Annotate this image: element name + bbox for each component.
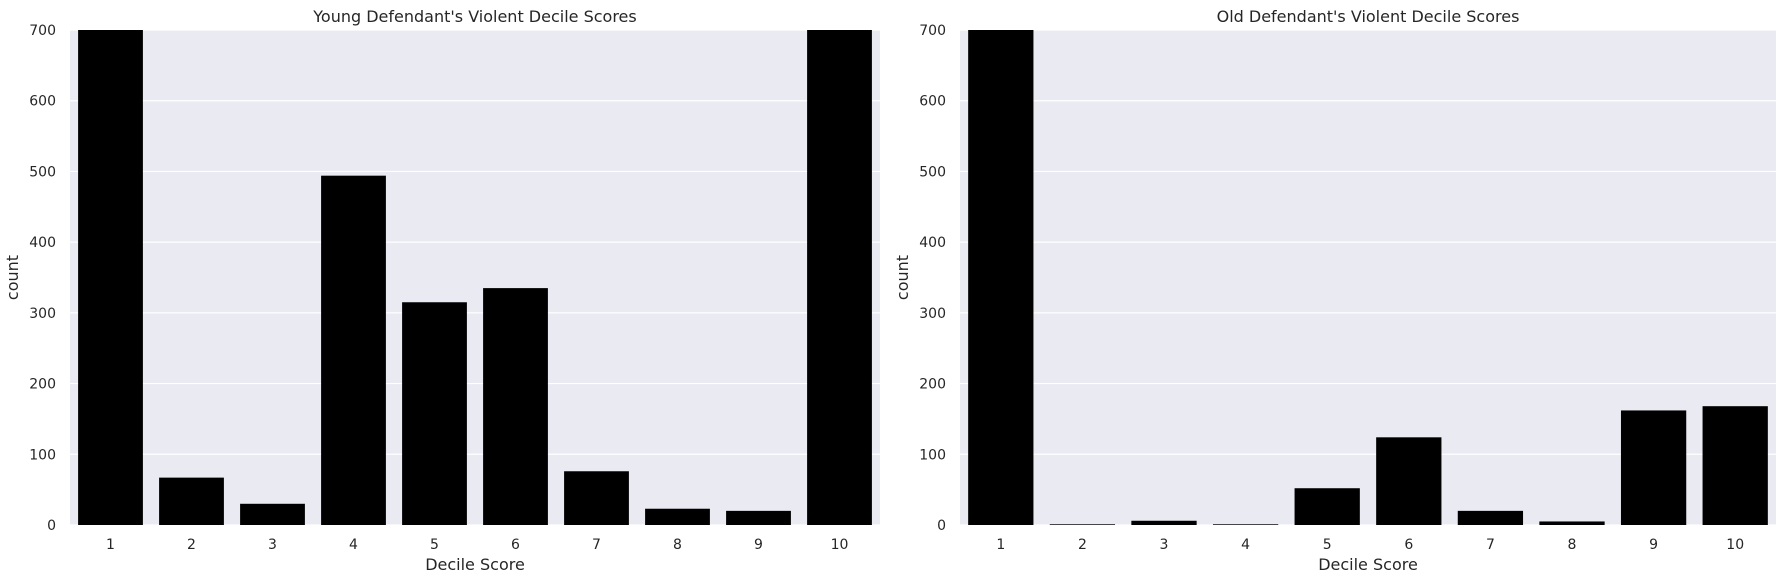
x-tick-label: 10 <box>831 537 849 553</box>
x-tick-label: 6 <box>1404 537 1413 553</box>
x-tick-label: 4 <box>1241 537 1250 553</box>
y-tick-label: 100 <box>919 447 946 463</box>
bar-4 <box>321 175 386 525</box>
x-tick-label: 8 <box>1568 537 1577 553</box>
y-tick-label: 400 <box>29 235 56 251</box>
y-tick-label: 700 <box>919 23 946 39</box>
bar-5 <box>1294 488 1360 525</box>
x-tick-label: 7 <box>1486 537 1495 553</box>
bar-6 <box>483 288 548 525</box>
x-tick-label: 2 <box>1078 537 1087 553</box>
old-defendant-chart-svg: 1 2 3 4 5 6 7 8 9 10 0 100 200 300 400 500 600 700 Old D… <box>893 7 1776 574</box>
x-tick-label: 2 <box>187 537 196 553</box>
x-tick-label: 10 <box>1726 537 1744 553</box>
y-tick-label: 0 <box>937 518 946 534</box>
y-tick-label: 100 <box>29 447 56 463</box>
bar-8 <box>645 508 710 525</box>
y-tick-label: 400 <box>919 235 946 251</box>
y-axis-label: count <box>893 255 912 300</box>
x-tick-label: 1 <box>996 537 1005 553</box>
young-defendant-chart: 1 2 3 4 5 6 7 8 9 10 0 100 200 300 400 500 600 700 Young… <box>3 7 880 574</box>
bar-9 <box>726 510 791 525</box>
y-tick-label: 300 <box>919 306 946 322</box>
y-tick-label: 500 <box>919 164 946 180</box>
bar-1 <box>968 30 1034 525</box>
x-axis-label: Decile Score <box>425 555 525 574</box>
y-tick-label: 500 <box>29 164 56 180</box>
plot-background <box>70 30 880 525</box>
bar-2 <box>1049 524 1116 525</box>
young-defendant-chart-svg: 1 2 3 4 5 6 7 8 9 10 0 100 200 300 400 500 600 700 Young… <box>3 7 880 574</box>
x-tick-label: 1 <box>106 537 115 553</box>
x-tick-label: 9 <box>1649 537 1658 553</box>
bar-7 <box>564 471 629 525</box>
y-tick-label: 600 <box>919 94 946 110</box>
y-tick-label: 200 <box>919 377 946 393</box>
y-tick-label: 0 <box>47 518 56 534</box>
bar-2 <box>159 477 224 525</box>
x-tick-label: 5 <box>1323 537 1332 553</box>
bar-4 <box>1212 524 1279 525</box>
x-axis-label: Decile Score <box>1318 555 1418 574</box>
bar-7 <box>1457 510 1524 525</box>
x-tick-label: 4 <box>349 537 358 553</box>
old-defendant-chart: 1 2 3 4 5 6 7 8 9 10 0 100 200 300 400 500 600 700 Old D… <box>892 0 1784 584</box>
y-tick-label: 300 <box>29 306 56 322</box>
y-tick-label: 600 <box>29 94 56 110</box>
x-tick-label: 9 <box>754 537 763 553</box>
chart-title: Old Defendant's Violent Decile Scores <box>1217 7 1520 26</box>
y-axis-label: count <box>3 255 22 300</box>
bar-3 <box>1131 520 1197 525</box>
bar-10 <box>1702 406 1768 525</box>
x-tick-label: 5 <box>430 537 439 553</box>
bar-1 <box>78 30 143 525</box>
x-tick-label: 8 <box>673 537 682 553</box>
y-tick-label: 700 <box>29 23 56 39</box>
bar-9 <box>1620 410 1687 525</box>
bar-10 <box>807 30 872 525</box>
bar-6 <box>1376 437 1442 525</box>
bar-5 <box>402 302 467 525</box>
bar-8 <box>1539 521 1605 525</box>
chart-title: Young Defendant's Violent Decile Scores <box>312 7 636 26</box>
x-tick-label: 6 <box>511 537 520 553</box>
x-tick-label: 7 <box>592 537 601 553</box>
y-tick-label: 200 <box>29 377 56 393</box>
x-tick-label: 3 <box>268 537 277 553</box>
bar-3 <box>240 503 305 525</box>
x-tick-label: 3 <box>1160 537 1169 553</box>
